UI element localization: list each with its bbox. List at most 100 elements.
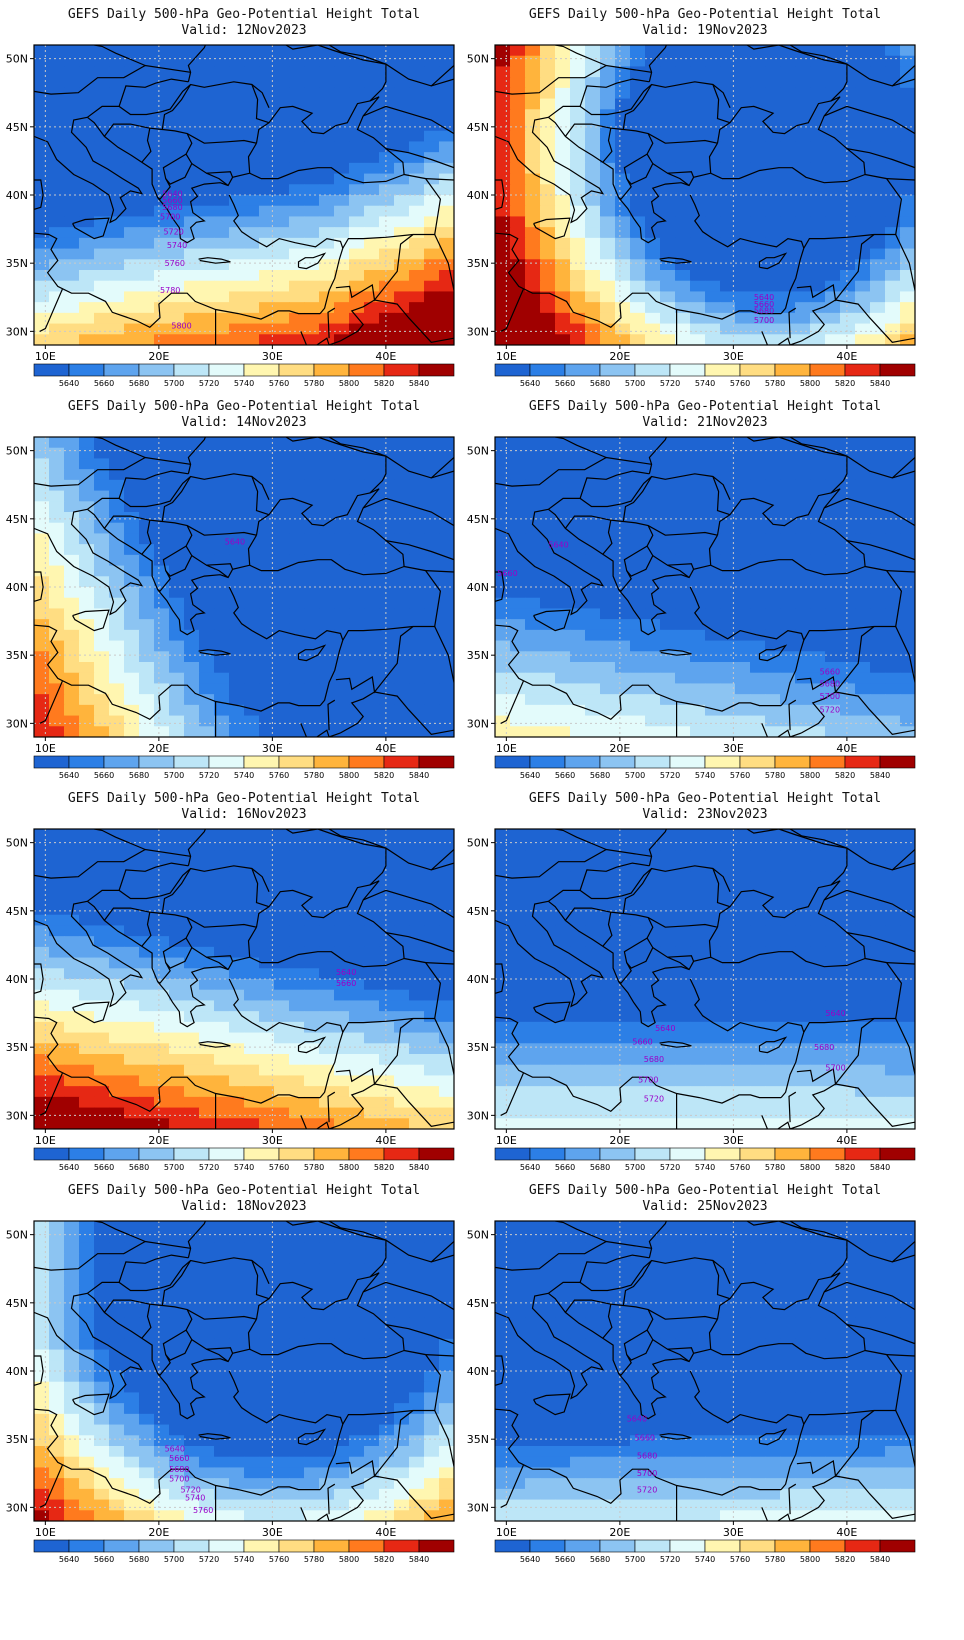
coastline [34,508,144,616]
colorbar-swatch [494,755,531,769]
colorbar-label: 5760 [730,1163,750,1172]
lon-label: 10E [35,1134,56,1147]
coastline [659,649,692,656]
colorbar-swatch [704,1147,741,1161]
coastline [716,880,866,959]
coastline [712,476,731,516]
colorbar-swatch [243,1539,280,1553]
colorbar-label: 5720 [199,1555,219,1564]
coastline [758,1036,788,1054]
colorbar-label: 5760 [269,1163,289,1172]
coastline [500,680,524,724]
lat-label: 30N [6,717,28,730]
coastline [251,1260,270,1300]
colorbar-label: 5680 [129,1163,149,1172]
panel-title: GEFS Daily 500-hPa Geo-Potential Height … [68,399,420,414]
contour-label: 5640 [165,1444,185,1453]
contour-label: 5720 [637,1485,657,1494]
lon-label: 20E [609,742,630,755]
colorbar-label: 5780 [765,1163,785,1172]
colorbar-label: 5640 [59,379,79,388]
colorbar-label: 5840 [870,1163,890,1172]
coastline [555,829,607,851]
coastline [579,470,650,499]
coastline [745,437,848,494]
coastline [886,178,915,181]
panel-title: GEFS Daily 500-hPa Geo-Potential Height … [68,1183,420,1198]
colorbar-label: 5820 [374,771,394,780]
coastline [788,829,915,871]
colorbar-label: 5720 [660,1163,680,1172]
colorbar-label: 5660 [555,771,575,780]
colorbar-swatch [599,363,636,377]
colorbar-label: 5700 [625,379,645,388]
coastline [206,1348,229,1362]
colorbar-label: 5740 [234,379,254,388]
coastline [788,307,797,339]
coastline [187,829,206,866]
colorbar-swatch [704,1539,741,1553]
coastline [895,626,915,683]
lat-label: 30N [6,1501,28,1514]
lat-label: 45N [467,121,489,134]
colorbar-swatch [383,363,420,377]
lat-label: 35N [6,649,28,662]
coastline [548,81,731,118]
contour-label: 5640 [754,293,774,302]
colorbar-swatch [383,755,420,769]
coastline [255,1272,405,1351]
colorbar-swatch [103,363,140,377]
lon-label: 40E [375,350,396,363]
lon-label: 10E [35,1526,56,1539]
coastline [34,179,44,210]
coastline [327,1483,336,1515]
coastline [548,116,723,244]
coastline [94,437,146,459]
coastline [659,1433,692,1440]
colorbar-swatch [383,1147,420,1161]
coastline [340,299,375,342]
colorbar-swatch [809,1539,846,1553]
coastline [335,626,414,694]
colorbar-label: 5800 [800,1555,820,1564]
colorbar-swatch [348,363,385,377]
coastline [891,849,915,871]
coastline [835,299,915,343]
lat-label: 30N [6,1109,28,1122]
colorbar-swatch [879,755,916,769]
coastline [745,45,848,102]
coastline [622,84,718,144]
coastline [758,1428,788,1446]
coastline [895,1018,915,1075]
colorbar-label: 5840 [870,379,890,388]
colorbar-label: 5780 [304,1555,324,1564]
coastline [340,691,375,734]
coastline [618,570,632,592]
contour-label: 5680 [820,680,840,689]
colorbar-label: 5780 [304,771,324,780]
colorbar-swatch [33,363,70,377]
colorbar-label: 5720 [199,771,219,780]
colorbar-label: 5840 [870,1555,890,1564]
colorbar-swatch [739,363,776,377]
colorbar-swatch [173,363,210,377]
colorbar-label: 5780 [765,379,785,388]
colorbar-swatch [243,755,280,769]
colorbar-label: 5740 [234,1555,254,1564]
coastline [198,1433,231,1440]
contour-label: 5640 [336,968,356,977]
contour-label: 5660 [497,569,517,578]
coastline [789,732,802,737]
coastline [87,1292,262,1420]
lat-label: 45N [467,513,489,526]
coastline [87,865,270,902]
colorbar-label: 5800 [800,771,820,780]
coastline [162,1309,193,1361]
coastline [327,829,454,871]
coastline [300,1507,330,1521]
coastline [602,519,624,555]
colorbar-label: 5660 [94,379,114,388]
panel-valid-date: Valid: 23Nov2023 [642,807,767,822]
coastline [722,1343,866,1360]
